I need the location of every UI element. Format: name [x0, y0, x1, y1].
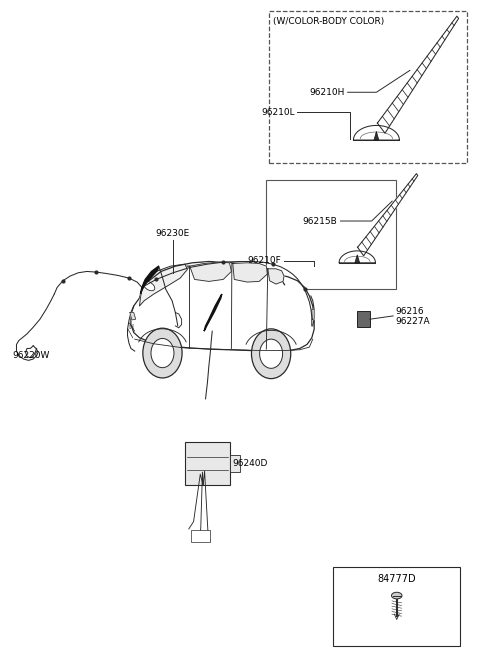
Polygon shape — [358, 174, 418, 256]
Bar — [230, 455, 240, 472]
Polygon shape — [141, 266, 158, 294]
Bar — [333, 567, 460, 646]
Text: 96216: 96216 — [396, 307, 424, 316]
Ellipse shape — [252, 329, 291, 378]
Text: (W/COLOR-BODY COLOR): (W/COLOR-BODY COLOR) — [273, 17, 384, 27]
Ellipse shape — [151, 338, 174, 368]
Polygon shape — [312, 309, 314, 319]
Text: 84777D: 84777D — [377, 574, 416, 584]
Bar — [191, 529, 210, 541]
Polygon shape — [204, 294, 222, 331]
Polygon shape — [142, 261, 285, 289]
Text: ℍ: ℍ — [128, 325, 133, 330]
Text: 96220W: 96220W — [12, 351, 50, 360]
Bar — [357, 311, 370, 327]
Ellipse shape — [260, 339, 283, 368]
Bar — [185, 442, 230, 485]
Text: 96210L: 96210L — [261, 108, 295, 116]
Bar — [266, 180, 396, 289]
Text: 96210F: 96210F — [247, 256, 281, 265]
Text: 96215B: 96215B — [302, 217, 337, 225]
Text: 96227A: 96227A — [396, 317, 430, 326]
Polygon shape — [130, 313, 136, 320]
Text: 96240D: 96240D — [233, 459, 268, 468]
Ellipse shape — [143, 329, 182, 378]
Polygon shape — [233, 263, 267, 282]
Polygon shape — [353, 126, 399, 140]
Polygon shape — [190, 262, 231, 281]
Polygon shape — [339, 251, 375, 263]
Polygon shape — [374, 132, 379, 140]
Text: 96230E: 96230E — [156, 229, 190, 237]
Ellipse shape — [392, 593, 402, 599]
Polygon shape — [131, 266, 314, 351]
Polygon shape — [355, 255, 360, 263]
Polygon shape — [140, 264, 187, 306]
Polygon shape — [268, 269, 284, 284]
Ellipse shape — [144, 281, 155, 291]
Text: 96210H: 96210H — [309, 88, 344, 97]
Bar — [269, 11, 468, 164]
Polygon shape — [377, 16, 458, 133]
